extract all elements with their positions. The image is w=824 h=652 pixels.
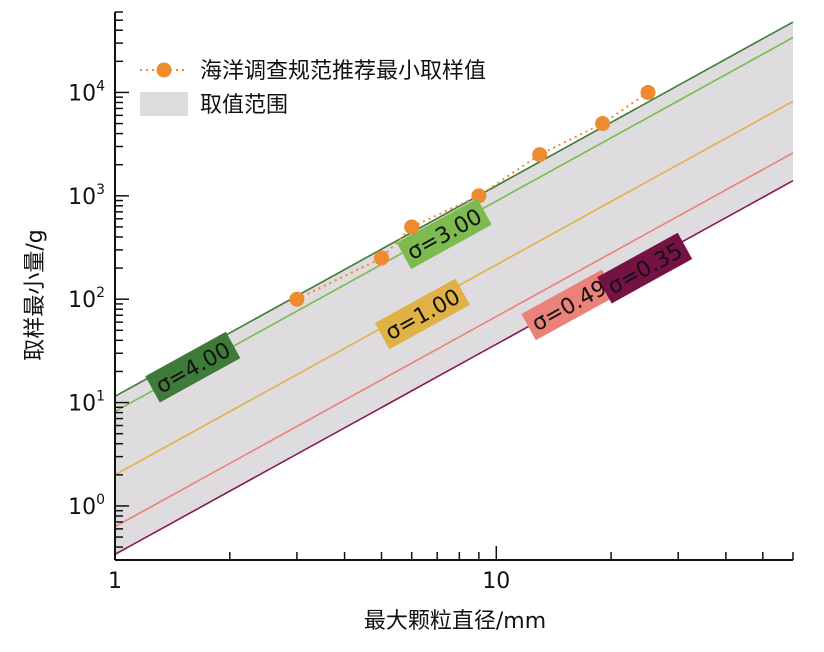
recommended-point-2 xyxy=(374,250,390,266)
y-tick-label: 104 xyxy=(68,78,105,106)
legend-recommended-marker xyxy=(156,62,172,78)
series-label-box xyxy=(145,331,241,403)
recommended-point-5 xyxy=(532,147,548,163)
y-axis-label: 取样最小量/g xyxy=(23,229,48,360)
legend-range-swatch xyxy=(140,92,188,116)
recommended-point-7 xyxy=(640,84,656,100)
series-line-sigma-4.00 xyxy=(114,21,794,397)
legend-recommended-label: 海洋调查规范推荐最小取样值 xyxy=(200,59,486,84)
legend-range-label: 取值范围 xyxy=(200,93,288,118)
series-label-box xyxy=(396,198,492,270)
y-tick-label: 103 xyxy=(68,182,105,210)
recommended-point-1 xyxy=(289,291,305,307)
x-axis-label: 最大颗粒直径/mm xyxy=(364,609,546,634)
series-label-box xyxy=(521,269,617,341)
y-tick-label: 100 xyxy=(68,492,105,520)
series-label-box xyxy=(374,278,470,350)
recommended-point-3 xyxy=(404,219,420,235)
series-label-box xyxy=(597,232,693,304)
series-line-sigma-0.49 xyxy=(114,152,794,528)
x-tick-label: 10 xyxy=(482,569,510,594)
y-tick-label: 102 xyxy=(68,285,105,313)
y-tick-label: 101 xyxy=(68,389,105,417)
axes-layer: 1 10 100 101 102 103 104 xyxy=(68,11,794,594)
recommended-point-6 xyxy=(595,116,611,132)
x-tick-label: 1 xyxy=(108,569,122,594)
